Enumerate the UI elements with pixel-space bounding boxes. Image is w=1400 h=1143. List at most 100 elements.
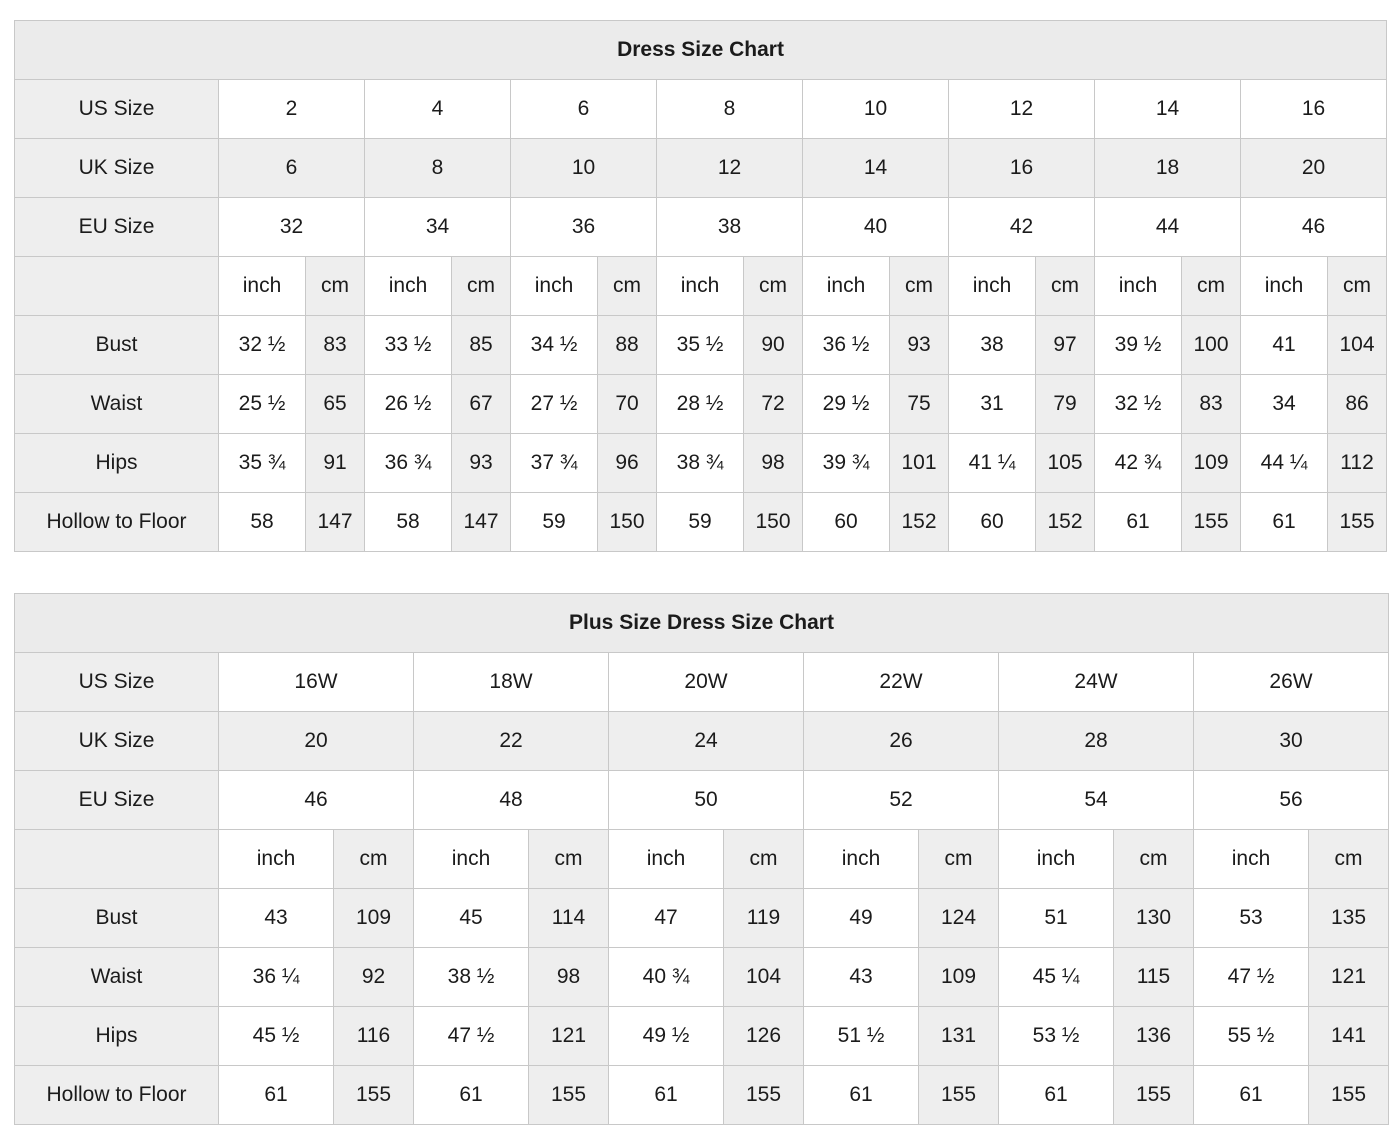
- size-value-cell: 20: [218, 711, 414, 771]
- measurement-cm-cell: 93: [889, 315, 949, 375]
- measurement-inch-cell: 61: [1240, 492, 1328, 552]
- measurement-inch-cell: 60: [802, 492, 890, 552]
- measurement-cm-cell: 155: [918, 1065, 999, 1125]
- measurement-cm-cell: 155: [333, 1065, 414, 1125]
- measurement-inch-cell: 43: [803, 947, 919, 1007]
- measurement-inch-cell: 53: [1193, 888, 1309, 948]
- measurement-inch-cell: 35 ½: [656, 315, 744, 375]
- measurement-inch-cell: 33 ½: [364, 315, 452, 375]
- size-value-cell: 8: [364, 138, 511, 198]
- size-value-cell: 32: [218, 197, 365, 257]
- size-value-cell: 10: [802, 79, 949, 139]
- unit-header-cm: cm: [1308, 829, 1389, 889]
- table-row: Hollow to Floor 61 155 61 155 61 155 61 155 61 155…: [14, 1065, 1389, 1125]
- measurement-inch-cell: 61: [1193, 1065, 1309, 1125]
- measurement-cm-cell: 109: [1181, 433, 1241, 493]
- unit-header-inch: inch: [218, 256, 306, 316]
- size-value-cell: 10: [510, 138, 657, 198]
- measurement-inch-cell: 45 ¼: [998, 947, 1114, 1007]
- measurement-cm-cell: 121: [1308, 947, 1389, 1007]
- row-label: UK Size: [14, 711, 219, 771]
- unit-header-inch: inch: [608, 829, 724, 889]
- unit-header-inch: inch: [1094, 256, 1182, 316]
- measurement-inch-cell: 49: [803, 888, 919, 948]
- measurement-inch-cell: 32 ½: [218, 315, 306, 375]
- size-value-cell: 52: [803, 770, 999, 830]
- measurement-cm-cell: 98: [743, 433, 803, 493]
- measurement-inch-cell: 61: [998, 1065, 1114, 1125]
- measurement-inch-cell: 58: [364, 492, 452, 552]
- row-label: Hollow to Floor: [14, 1065, 219, 1125]
- size-value-cell: 46: [218, 770, 414, 830]
- table-row: Plus Size Dress Size Chart: [14, 593, 1389, 653]
- size-value-cell: 24: [608, 711, 804, 771]
- measurement-cm-cell: 121: [528, 1006, 609, 1066]
- unit-header-cm: cm: [1035, 256, 1095, 316]
- size-value-cell: 26W: [1193, 652, 1389, 712]
- size-value-cell: 22: [413, 711, 609, 771]
- measurement-cm-cell: 119: [723, 888, 804, 948]
- measurement-inch-cell: 35 ¾: [218, 433, 306, 493]
- measurement-inch-cell: 51: [998, 888, 1114, 948]
- size-value-cell: 36: [510, 197, 657, 257]
- measurement-inch-cell: 47 ½: [413, 1006, 529, 1066]
- size-value-cell: 16: [948, 138, 1095, 198]
- measurement-inch-cell: 26 ½: [364, 374, 452, 434]
- size-value-cell: 14: [802, 138, 949, 198]
- measurement-cm-cell: 109: [333, 888, 414, 948]
- measurement-inch-cell: 29 ½: [802, 374, 890, 434]
- measurement-inch-cell: 42 ¾: [1094, 433, 1182, 493]
- row-label: US Size: [14, 79, 219, 139]
- unit-header-inch: inch: [803, 829, 919, 889]
- size-value-cell: 12: [656, 138, 803, 198]
- size-value-cell: 18W: [413, 652, 609, 712]
- measurement-cm-cell: 114: [528, 888, 609, 948]
- table-row: Bust 32 ½ 83 33 ½ 85 34 ½ 88 35 ½ 90 36 ½ 93 38 97 39…: [14, 315, 1388, 375]
- measurement-inch-cell: 25 ½: [218, 374, 306, 434]
- unit-header-cm: cm: [743, 256, 803, 316]
- row-label: EU Size: [14, 197, 219, 257]
- table-row: Dress Size Chart: [13, 20, 1388, 80]
- plus-size-dress-size-chart-table: Plus Size Dress Size Chart US Size 16W 18W 2…: [14, 593, 1389, 1125]
- unit-header-cm: cm: [889, 256, 949, 316]
- unit-header-inch: inch: [998, 829, 1114, 889]
- measurement-inch-cell: 51 ½: [803, 1006, 919, 1066]
- measurement-inch-cell: 38: [948, 315, 1036, 375]
- size-value-cell: 14: [1094, 79, 1241, 139]
- size-value-cell: 48: [413, 770, 609, 830]
- measurement-cm-cell: 104: [723, 947, 804, 1007]
- measurement-inch-cell: 43: [218, 888, 334, 948]
- row-label: Waist: [14, 374, 219, 434]
- unit-header-spacer: [14, 829, 219, 889]
- size-value-cell: 38: [656, 197, 803, 257]
- size-value-cell: 6: [218, 138, 365, 198]
- unit-header-cm: cm: [1113, 829, 1194, 889]
- size-value-cell: 44: [1094, 197, 1241, 257]
- table-row: Waist 36 ¼ 92 38 ½ 98 40 ¾ 104 43 109 45 ¼ 115 47 ½…: [14, 947, 1389, 1007]
- table-row: Hips 45 ½ 116 47 ½ 121 49 ½ 126 51 ½ 131 53 ½ 136 5…: [14, 1006, 1389, 1066]
- table-row: US Size 16W 18W 20W 22W 24W 26W: [14, 652, 1389, 712]
- measurement-inch-cell: 47: [608, 888, 724, 948]
- measurement-inch-cell: 59: [656, 492, 744, 552]
- measurement-inch-cell: 61: [608, 1065, 724, 1125]
- table-row: UK Size 6 8 10 12 14 16 18 20: [14, 138, 1388, 198]
- size-value-cell: 20W: [608, 652, 804, 712]
- measurement-inch-cell: 58: [218, 492, 306, 552]
- measurement-inch-cell: 44 ¼: [1240, 433, 1328, 493]
- size-value-cell: 50: [608, 770, 804, 830]
- unit-header-inch: inch: [364, 256, 452, 316]
- size-value-cell: 16W: [218, 652, 414, 712]
- measurement-inch-cell: 39 ½: [1094, 315, 1182, 375]
- measurement-inch-cell: 47 ½: [1193, 947, 1309, 1007]
- table-row: EU Size 46 48 50 52 54 56: [14, 770, 1389, 830]
- measurement-inch-cell: 45: [413, 888, 529, 948]
- size-value-cell: 56: [1193, 770, 1389, 830]
- measurement-cm-cell: 155: [1326, 492, 1388, 552]
- row-label: EU Size: [14, 770, 219, 830]
- measurement-cm-cell: 92: [333, 947, 414, 1007]
- measurement-cm-cell: 90: [743, 315, 803, 375]
- measurement-cm-cell: 112: [1326, 433, 1388, 493]
- measurement-inch-cell: 32 ½: [1094, 374, 1182, 434]
- measurement-cm-cell: 130: [1113, 888, 1194, 948]
